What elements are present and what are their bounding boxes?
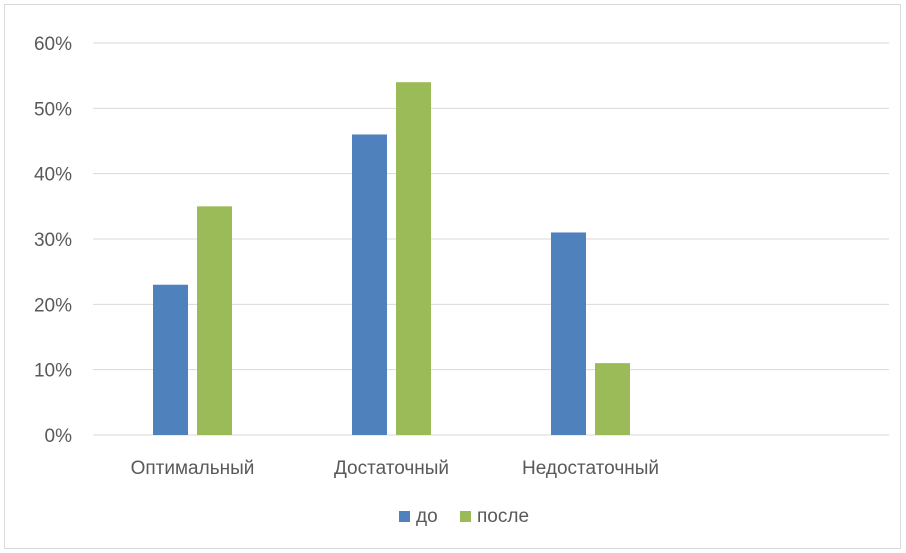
- y-tick-label: 40%: [34, 165, 72, 186]
- y-tick-label: 60%: [34, 34, 72, 55]
- y-axis-ticks: 0% 10% 20% 30% 40% 50% 60%: [34, 34, 72, 447]
- bar-do: [551, 232, 586, 435]
- y-tick-label: 30%: [34, 230, 72, 251]
- y-tick-label: 10%: [34, 361, 72, 382]
- y-tick-label: 50%: [34, 99, 72, 120]
- legend: до после: [399, 506, 529, 527]
- legend-label: до: [416, 506, 438, 527]
- x-category-label: Недостаточный: [522, 458, 659, 479]
- x-category-label: Оптимальный: [131, 458, 255, 479]
- y-tick-label: 20%: [34, 295, 72, 316]
- legend-label: после: [477, 506, 529, 527]
- y-tick-label: 0%: [45, 426, 73, 447]
- legend-swatch: [399, 511, 410, 522]
- chart-frame: [4, 4, 901, 549]
- bar-posle: [197, 206, 232, 435]
- bar-do: [153, 284, 188, 435]
- legend-swatch: [460, 511, 471, 522]
- x-axis-categories: Оптимальный Достаточный Недостаточный: [131, 458, 659, 479]
- bar-posle: [595, 363, 630, 435]
- bar-do: [352, 134, 387, 435]
- bars: [153, 82, 630, 435]
- x-category-label: Достаточный: [334, 458, 449, 479]
- bar-posle: [396, 82, 431, 435]
